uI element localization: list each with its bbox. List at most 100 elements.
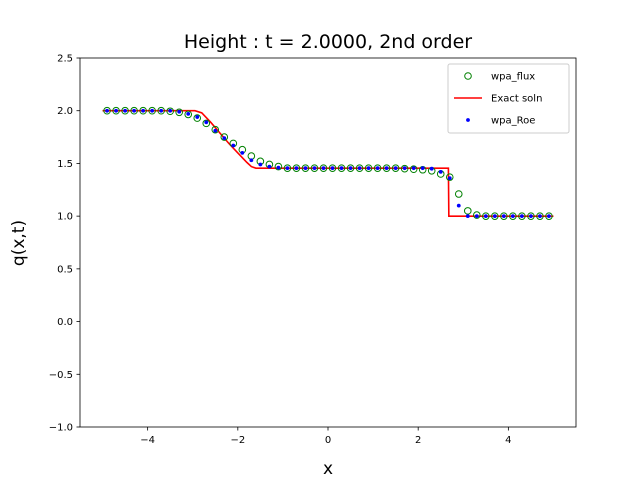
data-point xyxy=(195,115,200,119)
data-point xyxy=(482,212,490,220)
legend-marker-wpa-roe xyxy=(466,118,470,122)
data-point xyxy=(103,106,111,115)
x-tick-label: 0 xyxy=(325,435,331,446)
data-point xyxy=(283,164,292,172)
data-point xyxy=(346,164,355,172)
data-point xyxy=(447,176,452,181)
data-point xyxy=(382,164,391,172)
data-point xyxy=(411,166,416,171)
data-point xyxy=(148,106,156,115)
y-tick-label: 1.0 xyxy=(57,212,73,223)
data-point xyxy=(204,120,209,125)
data-point xyxy=(328,164,337,172)
data-point xyxy=(400,164,409,173)
data-point xyxy=(529,214,533,219)
data-point xyxy=(357,166,362,171)
data-point xyxy=(177,109,182,114)
chart-title: Height : t = 2.0000, 2nd order xyxy=(184,31,472,53)
y-tick-label: 2.5 xyxy=(57,54,73,65)
data-point xyxy=(339,166,344,171)
data-point xyxy=(393,166,398,171)
data-point xyxy=(510,214,515,219)
data-point xyxy=(112,106,120,115)
data-point xyxy=(274,162,283,171)
data-point xyxy=(121,106,129,115)
data-point xyxy=(222,136,227,141)
data-point xyxy=(267,164,272,169)
data-point xyxy=(150,108,155,113)
data-point xyxy=(159,108,164,113)
x-tick-label: 2 xyxy=(415,435,421,446)
data-point xyxy=(220,133,229,141)
data-point xyxy=(375,166,380,171)
data-point xyxy=(509,212,517,220)
data-point xyxy=(258,162,263,167)
y-tick-label: 1.5 xyxy=(57,159,73,170)
data-point xyxy=(321,166,326,171)
data-point xyxy=(231,143,236,148)
data-point xyxy=(139,106,147,115)
data-point xyxy=(500,212,508,220)
axes: −4 −2 0 2 4 −1.0 −0.5 0.0 0.5 1.0 1.5 2.0 2.5 xyxy=(49,54,577,446)
data-point xyxy=(429,166,434,171)
data-point xyxy=(132,108,137,113)
data-point xyxy=(348,166,353,171)
data-point xyxy=(114,108,118,113)
x-tick-label: 4 xyxy=(505,435,511,446)
legend-label: wpa_Roe xyxy=(491,116,535,127)
data-point xyxy=(186,111,191,116)
data-point xyxy=(420,166,425,171)
data-point xyxy=(276,165,281,170)
series-wpa-flux xyxy=(103,106,553,220)
x-tick-label: −4 xyxy=(140,435,155,446)
data-point xyxy=(166,107,174,116)
data-point xyxy=(175,108,183,117)
data-point xyxy=(409,165,418,174)
data-point xyxy=(202,119,211,128)
y-axis-label: q(x,t) xyxy=(9,220,29,266)
data-point xyxy=(547,214,551,219)
data-point xyxy=(364,164,373,172)
data-point xyxy=(519,214,524,219)
data-point xyxy=(294,166,299,171)
y-tick-label: 0.0 xyxy=(57,317,73,328)
y-tick-label: −0.5 xyxy=(49,370,73,381)
data-point xyxy=(483,214,488,219)
legend: wpa_flux Exact soln wpa_Roe xyxy=(447,63,570,134)
data-point xyxy=(538,214,542,219)
data-point xyxy=(445,173,454,181)
data-point xyxy=(473,211,481,219)
legend-box xyxy=(447,63,570,134)
data-point xyxy=(193,114,202,122)
data-point xyxy=(474,214,479,219)
data-point xyxy=(330,166,335,171)
data-point xyxy=(527,212,535,220)
data-point xyxy=(130,106,138,115)
legend-label: Exact soln xyxy=(491,94,542,105)
data-point xyxy=(211,125,220,134)
y-tick-label: 2.0 xyxy=(57,106,73,117)
data-point xyxy=(319,164,328,172)
y-tick-label: 0.5 xyxy=(57,264,73,275)
data-point xyxy=(463,207,472,215)
data-point xyxy=(518,212,526,220)
data-point xyxy=(240,150,245,155)
series-wpa-roe xyxy=(105,108,551,219)
data-point xyxy=(184,110,193,119)
data-point xyxy=(310,164,319,172)
data-point xyxy=(303,166,308,171)
data-point xyxy=(355,164,364,172)
y-tick-label: −1.0 xyxy=(49,423,73,434)
data-point xyxy=(141,108,146,113)
x-axis-label: x xyxy=(323,459,333,479)
legend-marker-wpa-flux xyxy=(464,72,472,80)
data-point xyxy=(301,164,310,172)
data-point xyxy=(337,164,346,172)
data-point xyxy=(402,166,407,171)
data-point xyxy=(249,158,254,163)
data-point xyxy=(105,108,109,113)
data-point xyxy=(123,108,127,113)
data-point xyxy=(492,214,497,219)
data-point xyxy=(312,166,317,171)
